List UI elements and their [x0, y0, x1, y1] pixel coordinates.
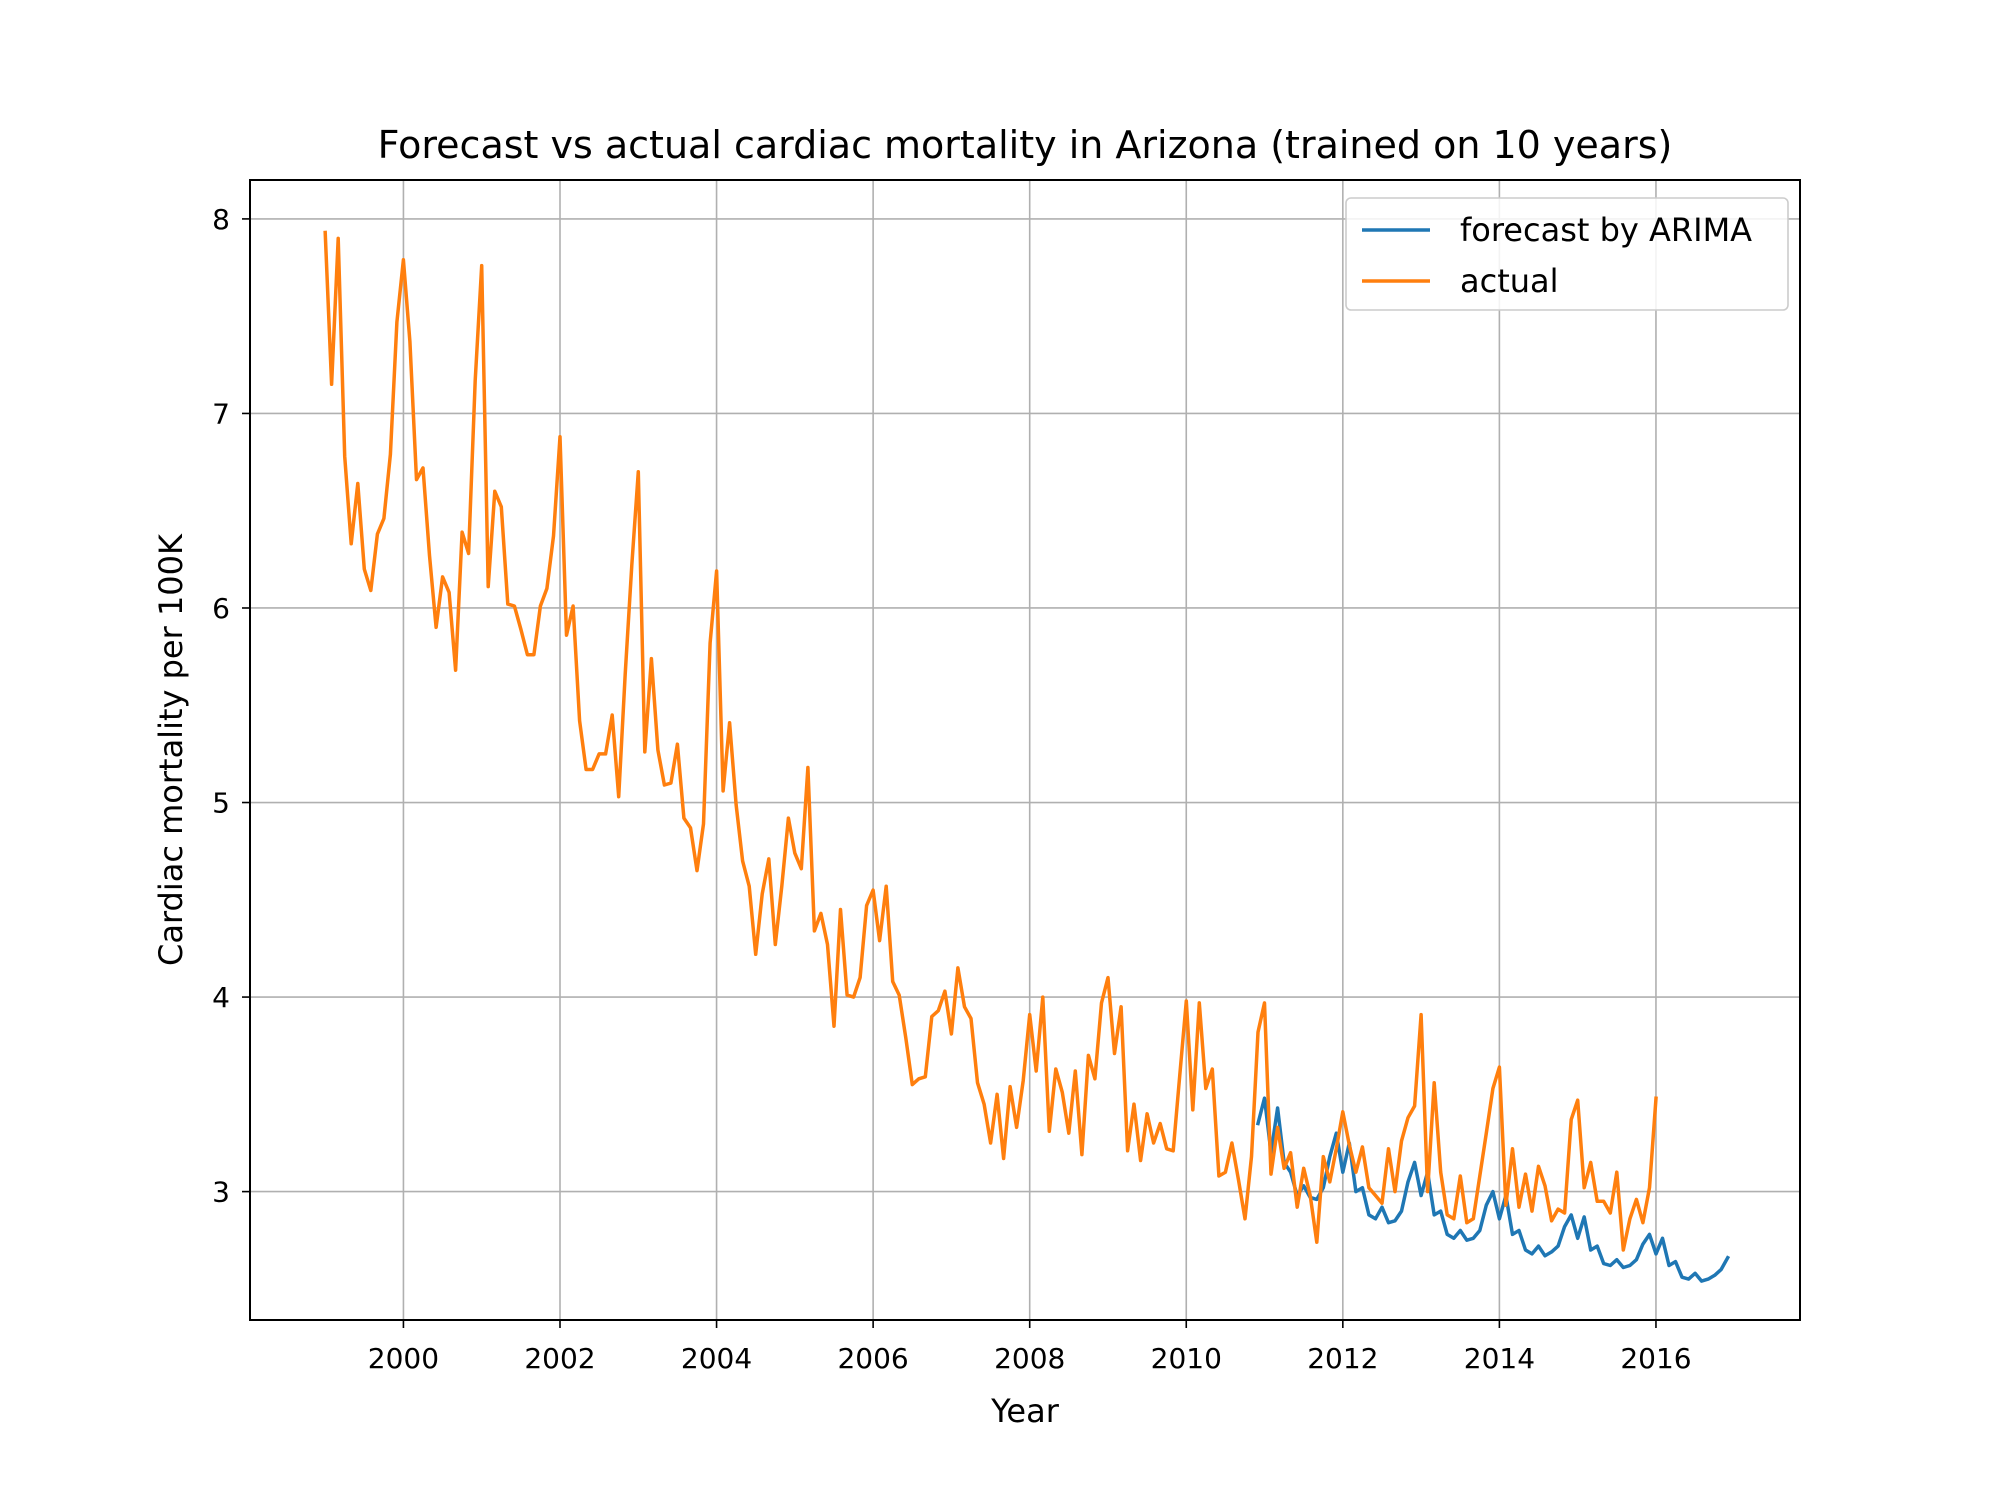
x-tick-label: 2006 [837, 1342, 908, 1375]
x-tick-label: 2010 [1151, 1342, 1222, 1375]
y-tick-label: 4 [212, 981, 230, 1014]
x-tick-label: 2002 [524, 1342, 595, 1375]
legend-label-forecast: forecast by ARIMA [1460, 211, 1752, 249]
x-tick-label: 2000 [368, 1342, 439, 1375]
legend-label-actual: actual [1460, 262, 1559, 300]
x-tick-label: 2016 [1620, 1342, 1691, 1375]
axis-ticks: 2000 2002 2004 2006 2008 2010 2012 2014 2016 3 4 5 6… [212, 203, 1691, 1375]
y-tick-label: 5 [212, 787, 230, 820]
series-line-actual [323, 230, 1658, 1252]
x-axis-label: Year [990, 1392, 1060, 1430]
y-tick-label: 3 [212, 1176, 230, 1209]
legend: forecast by ARIMA actual [1345, 197, 1789, 311]
grid [250, 180, 1800, 1320]
x-tick-label: 2014 [1464, 1342, 1535, 1375]
chart-title: Forecast vs actual cardiac mortality in … [378, 123, 1673, 167]
y-axis-label: Cardiac mortality per 100K [152, 533, 190, 966]
y-tick-label: 8 [212, 203, 230, 236]
y-tick-label: 6 [212, 592, 230, 625]
x-tick-label: 2012 [1307, 1342, 1378, 1375]
series-line-forecast [1255, 1096, 1731, 1283]
legend-box [1345, 197, 1789, 311]
plot-frame [249, 179, 1801, 1321]
x-tick-label: 2004 [681, 1342, 752, 1375]
series-lines [323, 230, 1731, 1283]
x-tick-label: 2008 [994, 1342, 1065, 1375]
y-tick-label: 7 [212, 397, 230, 430]
